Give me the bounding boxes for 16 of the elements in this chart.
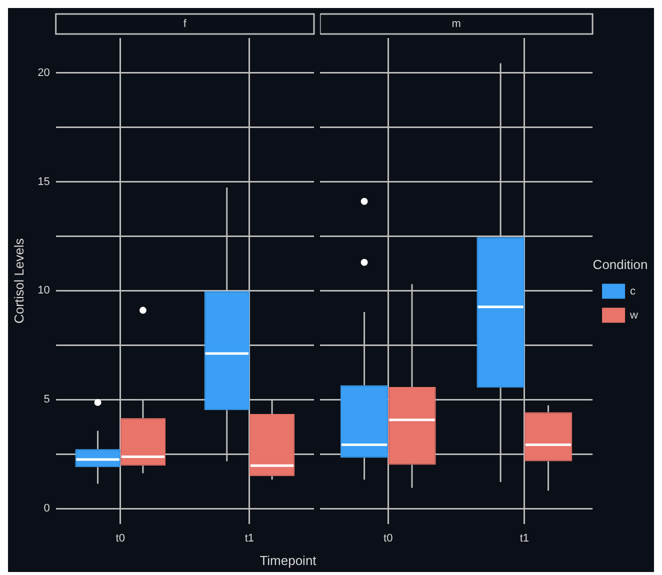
y-tick-label: 10 — [38, 284, 50, 297]
y-tick-label: 0 — [44, 502, 50, 515]
x-axis-title: Timepoint — [258, 553, 318, 570]
y-axis-title: Cortisol Levels — [11, 238, 26, 324]
y-tick-label: 20 — [38, 66, 50, 79]
legend-label: c — [630, 285, 636, 298]
x-tick-label: t0 — [116, 532, 125, 544]
y-tick-label: 5 — [44, 394, 50, 406]
chart-title: f — [183, 18, 188, 30]
x-tick-label: t1 — [520, 532, 530, 544]
chart-title: m — [452, 18, 461, 30]
x-tick-label: t1 — [244, 532, 254, 544]
legend-label: w — [629, 309, 638, 322]
y-tick-label: 15 — [38, 176, 50, 188]
x-tick-label: t0 — [384, 532, 393, 544]
legend-title: Condition — [592, 256, 648, 272]
